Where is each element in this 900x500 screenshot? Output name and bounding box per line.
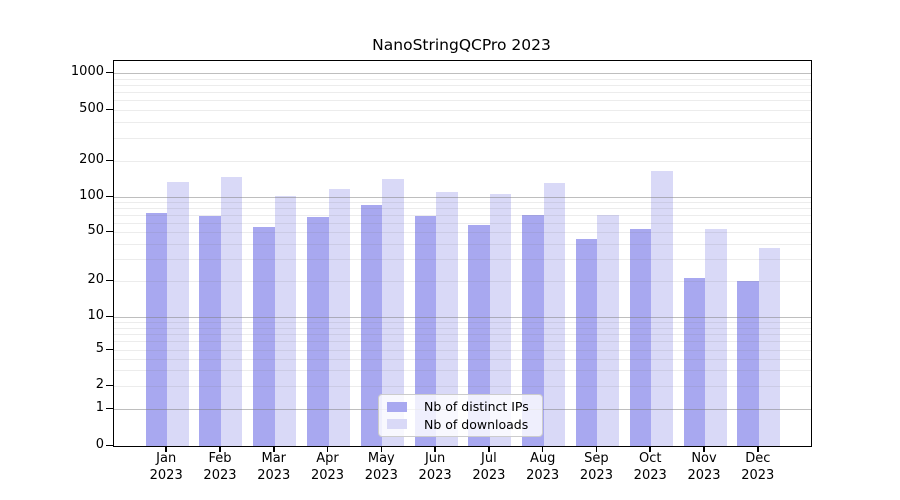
- y-tick-label-2: 2: [95, 377, 104, 392]
- y-tick-50: [106, 230, 113, 232]
- y-tick-1000: [106, 71, 113, 73]
- legend-item-downloads: Nb of downloads: [387, 416, 534, 433]
- legend-label: Nb of distinct IPs: [424, 399, 529, 415]
- bar-downloads-jun: [436, 192, 458, 446]
- x-tick-label-sep: Sep 2023: [579, 451, 613, 483]
- bar-distinct-ips-aug: [522, 215, 544, 446]
- x-tick-apr: [326, 446, 329, 452]
- bar-downloads-aug: [543, 183, 566, 446]
- bar-distinct-ips-jul: [468, 225, 490, 446]
- x-tick-nov: [703, 446, 705, 452]
- y-tick-1: [106, 407, 113, 409]
- x-tick-sep: [595, 446, 598, 452]
- y-tick-label-5: 5: [95, 341, 104, 356]
- y-tick-2: [106, 384, 113, 386]
- x-tick-label-jul: Jul 2023: [472, 451, 506, 483]
- bar-distinct-ips-jan: [145, 212, 168, 446]
- bar-distinct-ips-may: [360, 205, 383, 446]
- bar-distinct-ips-oct: [629, 229, 652, 446]
- x-tick-label-aug: Aug 2023: [526, 451, 560, 483]
- x-tick-jan: [165, 446, 167, 452]
- legend-item-distinct-ips: Nb of distinct IPs: [387, 398, 534, 415]
- bar-distinct-ips-dec: [737, 281, 759, 446]
- bar-downloads-may: [382, 178, 404, 446]
- x-tick-oct: [649, 446, 651, 452]
- y-tick-label-500: 500: [79, 101, 104, 116]
- bar-distinct-ips-feb: [199, 215, 221, 446]
- y-tick-20: [106, 279, 113, 281]
- plot-area: Nb of distinct IPs Nb of downloads: [113, 60, 812, 447]
- chart-title: NanoStringQCPro 2023: [372, 36, 551, 54]
- bar-distinct-ips-apr: [307, 217, 329, 446]
- y-tick-label-50: 50: [87, 223, 104, 238]
- bar-downloads-jul: [489, 194, 512, 446]
- bar-distinct-ips-mar: [253, 227, 275, 446]
- x-tick-label-jun: Jun 2023: [418, 451, 452, 483]
- x-tick-mar: [273, 446, 275, 452]
- legend-swatch-distinct-ips: [387, 401, 407, 412]
- bar-downloads-feb: [220, 177, 243, 446]
- x-tick-feb: [219, 446, 221, 452]
- bar-distinct-ips-jun: [414, 216, 437, 446]
- y-tick-0: [106, 444, 113, 446]
- x-tick-label-oct: Oct 2023: [633, 451, 667, 483]
- x-tick-label-nov: Nov 2023: [687, 451, 721, 483]
- x-tick-aug: [541, 446, 544, 452]
- y-tick-500: [106, 108, 113, 110]
- y-tick-label-10: 10: [87, 308, 104, 323]
- bar-downloads-sep: [597, 215, 619, 446]
- x-tick-dec: [757, 446, 759, 452]
- x-tick-label-jan: Jan 2023: [149, 451, 183, 483]
- y-tick-100: [106, 195, 113, 197]
- y-tick-label-100: 100: [79, 188, 104, 203]
- x-tick-label-feb: Feb 2023: [203, 451, 237, 483]
- y-tick-5: [106, 348, 113, 350]
- bar-downloads-dec: [758, 248, 781, 446]
- y-tick-200: [106, 159, 113, 161]
- legend-label: Nb of downloads: [424, 416, 529, 432]
- bar-downloads-mar: [274, 196, 297, 446]
- y-tick-label-20: 20: [87, 272, 104, 287]
- x-tick-label-mar: Mar 2023: [257, 451, 291, 483]
- bar-distinct-ips-sep: [575, 238, 598, 446]
- y-tick-label-1000: 1000: [70, 64, 104, 79]
- bar-downloads-oct: [651, 171, 673, 446]
- y-tick-label-1: 1: [95, 400, 104, 415]
- x-tick-label-dec: Dec 2023: [741, 451, 775, 483]
- y-tick-label-0: 0: [95, 437, 104, 452]
- bar-downloads-jan: [167, 181, 189, 446]
- bars-layer: [114, 61, 811, 446]
- x-tick-may: [380, 446, 383, 452]
- legend: Nb of distinct IPs Nb of downloads: [378, 394, 543, 437]
- bar-downloads-apr: [328, 188, 351, 446]
- y-tick-label-200: 200: [79, 152, 104, 167]
- y-tick-10: [106, 315, 113, 317]
- x-tick-label-may: May 2023: [364, 451, 398, 483]
- x-tick-jul: [488, 446, 490, 452]
- bar-downloads-nov: [705, 229, 727, 446]
- x-tick-label-apr: Apr 2023: [310, 451, 345, 483]
- bar-distinct-ips-nov: [683, 278, 705, 446]
- x-tick-jun: [434, 446, 436, 452]
- legend-swatch-downloads: [387, 419, 407, 430]
